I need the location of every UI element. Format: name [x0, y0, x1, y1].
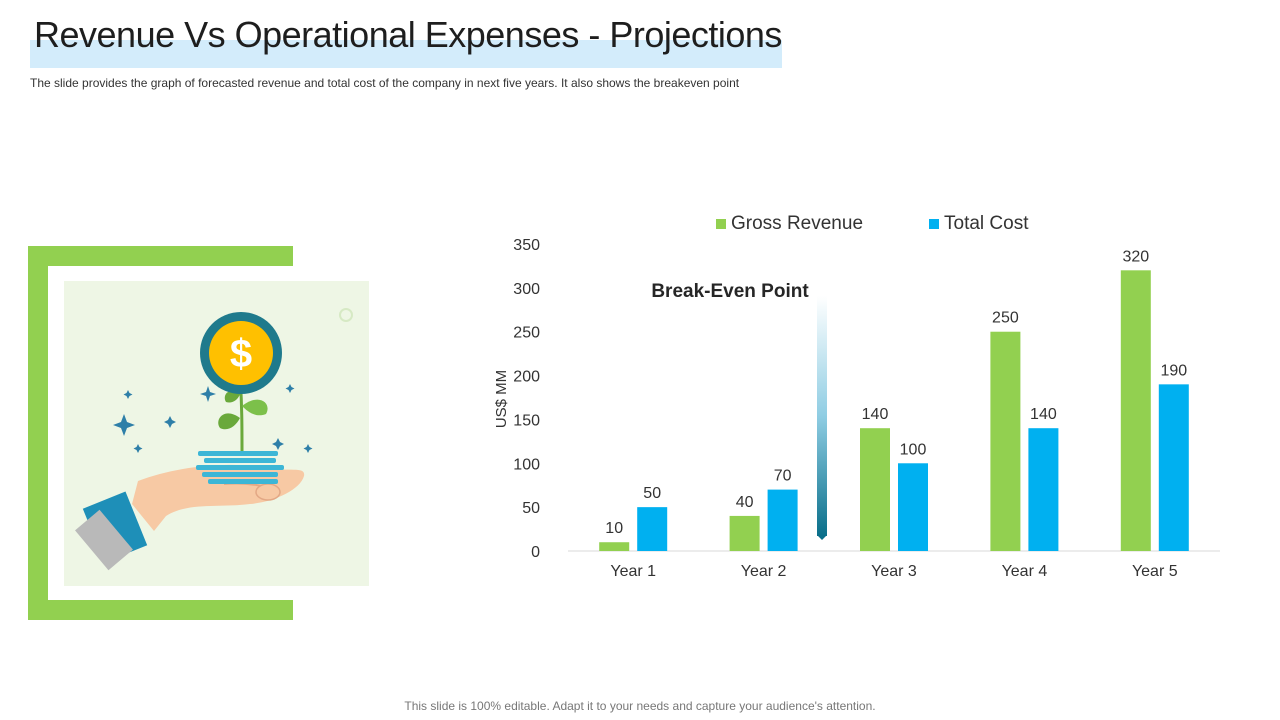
bar-value-label: 320 [1122, 248, 1149, 265]
legend-swatch [716, 219, 726, 229]
x-tick-label: Year 1 [610, 563, 656, 580]
bar-value-label: 190 [1160, 362, 1187, 379]
break-even-marker [817, 296, 827, 536]
y-tick-label: 250 [513, 325, 540, 342]
growth-illustration: $ [28, 246, 369, 620]
title-highlight [30, 40, 782, 68]
y-tick-label: 150 [513, 412, 540, 429]
y-axis: 0 50 100 150 200 250 300 350 [513, 237, 540, 561]
chart-legend: Gross Revenue Total Cost [716, 213, 1029, 234]
break-even-marker-tip [817, 535, 827, 540]
break-even-label: Break-Even Point [651, 281, 809, 302]
page-subtitle: The slide provides the graph of forecast… [30, 76, 740, 90]
bar-value-label: 140 [1030, 406, 1057, 423]
bar-value-label: 70 [774, 468, 792, 485]
bar-gross-revenue [990, 331, 1021, 551]
dollar-coin-icon: $ [200, 312, 282, 394]
bar-total-cost [1028, 428, 1059, 551]
x-tick-label: Year 2 [741, 563, 787, 580]
title-block: Revenue Vs Operational Expenses - Projec… [30, 14, 782, 68]
bar-gross-revenue [1120, 270, 1151, 551]
bar-total-cost [1158, 384, 1189, 551]
bar-gross-revenue [599, 542, 630, 551]
break-even-annotation: Break-Even Point [651, 281, 827, 540]
legend-label: Gross Revenue [731, 213, 863, 234]
bar-marks: 10 50 40 70 140 100 250 140 320 190 [599, 248, 1189, 551]
bar-value-label: 10 [605, 520, 623, 537]
plant-icon [218, 373, 268, 452]
x-tick-label: Year 3 [871, 563, 917, 580]
bar-total-cost [898, 463, 928, 551]
bar-gross-revenue [729, 515, 760, 551]
bar-value-label: 50 [643, 485, 661, 502]
x-tick-label: Year 4 [1002, 563, 1048, 580]
bar-gross-revenue [860, 428, 890, 551]
legend-swatch [929, 219, 939, 229]
y-axis-label: US$ MM [493, 370, 510, 428]
legend-label: Total Cost [944, 213, 1029, 234]
y-tick-label: 350 [513, 237, 540, 254]
bar-total-cost [767, 489, 798, 551]
page-title: Revenue Vs Operational Expenses - Projec… [34, 14, 782, 55]
y-tick-label: 100 [513, 456, 540, 473]
y-tick-label: 200 [513, 369, 540, 386]
y-tick-label: 300 [513, 281, 540, 298]
revenue-cost-chart: Gross Revenue Total Cost 0 50 100 150 200 250 3… [493, 213, 1220, 580]
money-stack-icon [196, 451, 284, 484]
footer-note: This slide is 100% editable. Adapt it to… [404, 699, 876, 713]
sparkle-icon [113, 384, 313, 453]
svg-text:$: $ [230, 332, 252, 376]
x-tick-label: Year 5 [1132, 563, 1178, 580]
bar-value-label: 40 [736, 494, 754, 511]
y-tick-label: 0 [531, 544, 540, 561]
y-tick-label: 50 [522, 500, 540, 517]
bar-value-label: 140 [862, 406, 889, 423]
frame-decoration [28, 246, 293, 620]
bar-value-label: 100 [900, 441, 927, 458]
bar-value-label: 250 [992, 310, 1019, 327]
x-axis: Year 1 Year 2 Year 3 Year 4 Year 5 [610, 563, 1177, 580]
bar-total-cost [637, 507, 668, 551]
